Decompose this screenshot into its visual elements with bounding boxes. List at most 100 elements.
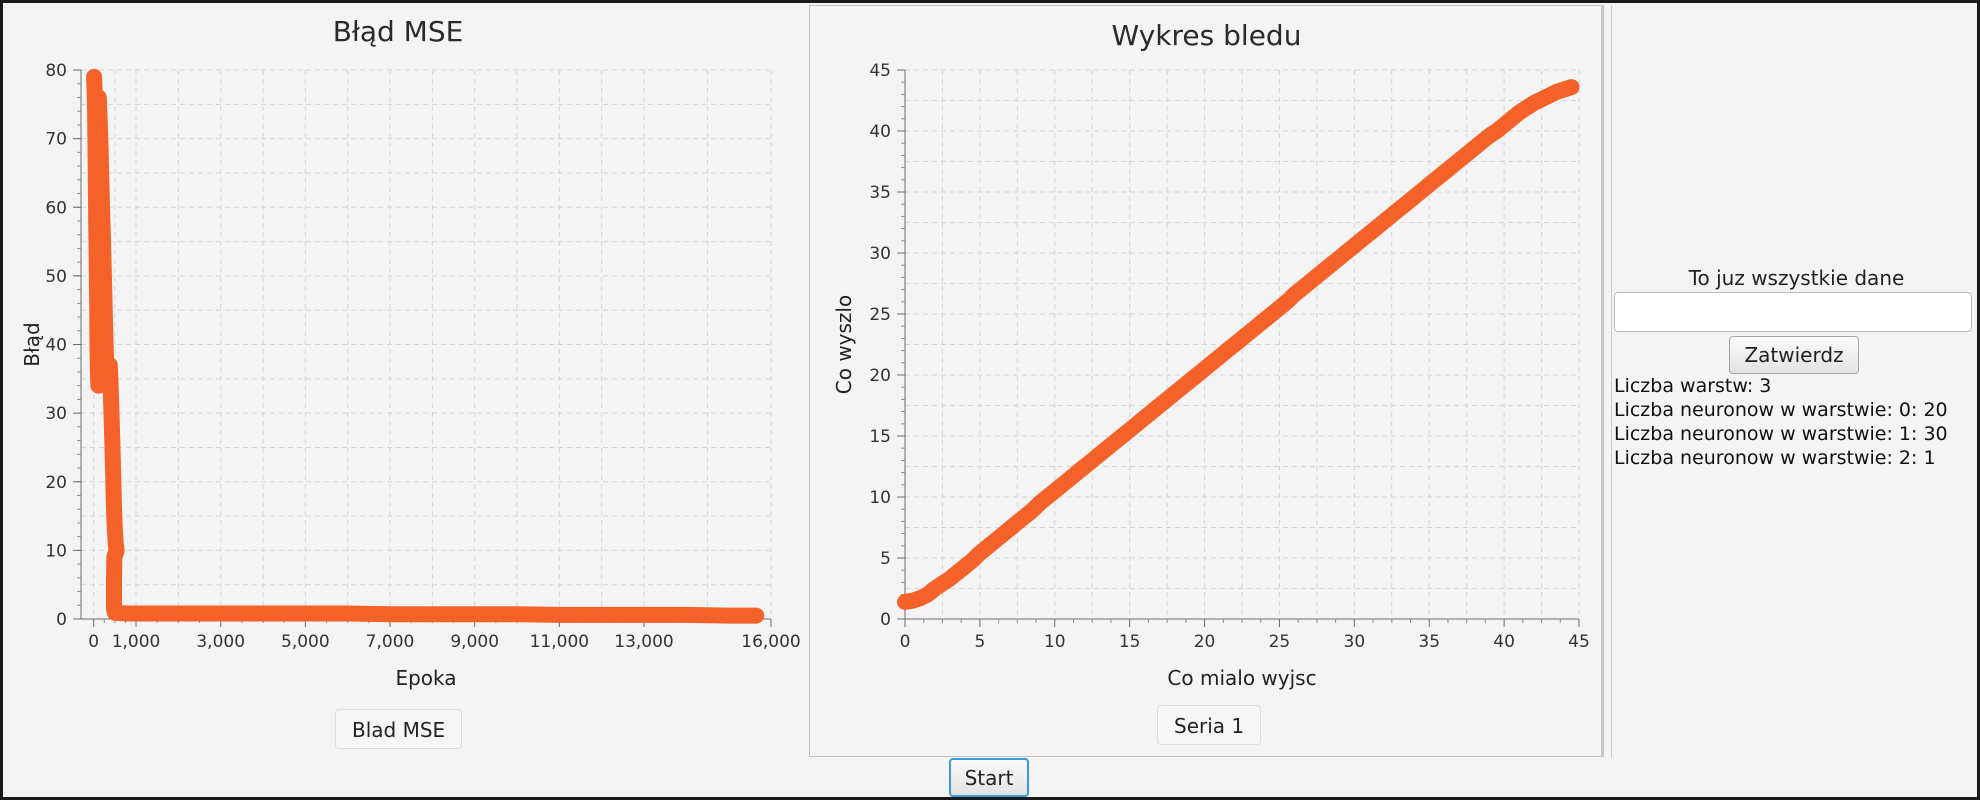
data-point — [89, 289, 105, 304]
error-legend-item[interactable]: Seria 1 — [1157, 705, 1262, 745]
data-point — [594, 607, 610, 623]
x-tick-label: 45 — [1568, 632, 1590, 652]
data-point — [467, 606, 483, 622]
data-point — [95, 234, 111, 250]
data-point — [103, 378, 119, 394]
x-tick-label: 35 — [1418, 632, 1440, 652]
data-point — [1564, 79, 1579, 95]
data-point — [213, 606, 229, 621]
y-tick-label: 10 — [869, 488, 891, 508]
data-point — [97, 302, 113, 318]
data-point — [107, 522, 123, 538]
y-axis-label: Błąd — [20, 322, 44, 366]
data-point — [255, 606, 271, 621]
split-pane-divider[interactable] — [1601, 5, 1603, 757]
x-tick-label: 7,000 — [366, 632, 415, 652]
y-tick-label: 40 — [869, 122, 891, 142]
x-tick-label: 13,000 — [614, 632, 673, 652]
data-point — [104, 405, 119, 421]
layer-count-label: Liczba warstw: 3 — [1614, 375, 1772, 397]
x-tick-label: 0 — [900, 632, 911, 652]
y-tick-label: 20 — [45, 473, 67, 493]
data-point — [91, 90, 107, 105]
mse-chart-plot: 0 1,000 3,000 5,000 7,000 9,000 11,000 13,000 16… — [20, 61, 801, 690]
y-tick-label: 30 — [45, 404, 67, 424]
data-point — [93, 138, 108, 153]
data-point — [94, 206, 110, 222]
data-input-field[interactable] — [1614, 292, 1972, 332]
y-axis-label: Co wyszlo — [832, 295, 856, 394]
y-tick-label: 0 — [56, 610, 67, 630]
x-tick-label: 16,000 — [741, 632, 800, 652]
mse-chart-title: Błąd MSE — [332, 15, 464, 48]
y-tick-label: 25 — [869, 305, 891, 325]
data-point — [92, 110, 108, 126]
data-point — [96, 268, 112, 284]
y-tick-label: 50 — [45, 267, 67, 287]
network-settings-panel: To juz wszystkie dane Zatwierdz Liczba w… — [1613, 3, 1980, 759]
data-point — [102, 357, 118, 373]
x-tick-label: 5 — [974, 632, 985, 652]
x-tick-label: 9,000 — [450, 632, 499, 652]
x-tick-label: 10 — [1044, 632, 1066, 652]
layer-2-neurons-label: Liczba neuronow w warstwie: 2: 1 — [1614, 447, 1936, 469]
data-point — [86, 69, 102, 85]
split-pane-divider-right — [1611, 5, 1612, 757]
error-chart-title: Wykres bledu — [1111, 19, 1302, 52]
error-chart-frame — [809, 5, 1604, 757]
y-tick-label: 45 — [869, 61, 891, 81]
mse-chart: Błąd MSE 0 1,000 3,000 5,000 7,000 9,000 11,00… — [3, 3, 803, 763]
layer-0-neurons-label: Liczba neuronow w warstwie: 0: 20 — [1614, 399, 1948, 421]
x-tick-label: 40 — [1493, 632, 1515, 652]
y-tick-label: 0 — [880, 610, 891, 630]
data-point — [89, 254, 105, 270]
y-tick-label: 20 — [869, 366, 891, 386]
data-point — [340, 606, 356, 621]
x-tick-label: 11,000 — [530, 632, 589, 652]
y-tick-label: 15 — [869, 427, 891, 447]
y-tick-label: 35 — [869, 183, 891, 203]
data-point — [120, 606, 136, 621]
start-button[interactable]: Start — [949, 758, 1029, 797]
data-point — [106, 570, 122, 586]
x-tick-label: 5,000 — [281, 632, 330, 652]
x-tick-label: 25 — [1269, 632, 1291, 652]
data-point — [721, 608, 737, 624]
data-complete-label: To juz wszystkie dane — [1688, 266, 1905, 290]
data-point — [106, 549, 122, 565]
confirm-button[interactable]: Zatwierdz — [1729, 336, 1859, 374]
x-tick-label: 20 — [1194, 632, 1216, 652]
data-point — [106, 501, 122, 517]
y-tick-label: 60 — [45, 198, 67, 218]
x-tick-label: 15 — [1119, 632, 1141, 652]
data-point — [98, 337, 114, 352]
x-axis-label: Co mialo wyjsc — [1167, 666, 1316, 690]
y-tick-label: 30 — [869, 244, 891, 264]
y-tick-label: 70 — [45, 130, 67, 150]
data-point — [104, 433, 120, 449]
x-tick-label: 30 — [1344, 632, 1366, 652]
data-point — [636, 607, 652, 623]
data-point — [107, 605, 123, 621]
error-chart-plot: 0 5 10 15 20 25 30 35 40 45 0 5 10 15 20 25 30 35 40 45 Co m… — [832, 61, 1590, 690]
data-point — [748, 608, 764, 624]
data-point — [137, 606, 152, 621]
x-tick-label: 3,000 — [196, 632, 245, 652]
y-tick-label: 40 — [45, 336, 67, 356]
y-tick-label: 5 — [880, 549, 891, 569]
error-chart: Wykres bledu 0 5 10 15 20 25 30 35 40 45 0 5 10 15 20 2… — [809, 3, 1604, 763]
data-point — [170, 606, 186, 621]
x-tick-label: 0 — [88, 632, 99, 652]
data-point — [105, 467, 121, 483]
data-point — [382, 606, 398, 622]
y-tick-label: 10 — [45, 541, 67, 561]
data-point — [93, 172, 109, 188]
data-point — [551, 607, 567, 623]
x-tick-label: 1,000 — [112, 632, 161, 652]
layer-1-neurons-label: Liczba neuronow w warstwie: 1: 30 — [1614, 423, 1948, 445]
data-point — [509, 606, 525, 622]
x-axis-label: Epoka — [395, 666, 456, 690]
y-tick-label: 80 — [45, 61, 67, 81]
data-point — [297, 606, 313, 621]
mse-legend-item[interactable]: Blad MSE — [335, 709, 463, 749]
